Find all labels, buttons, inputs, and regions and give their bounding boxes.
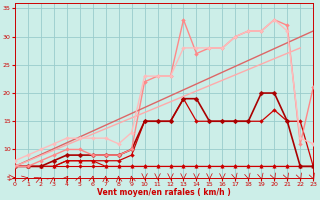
X-axis label: Vent moyen/en rafales ( km/h ): Vent moyen/en rafales ( km/h ) [97, 188, 231, 197]
